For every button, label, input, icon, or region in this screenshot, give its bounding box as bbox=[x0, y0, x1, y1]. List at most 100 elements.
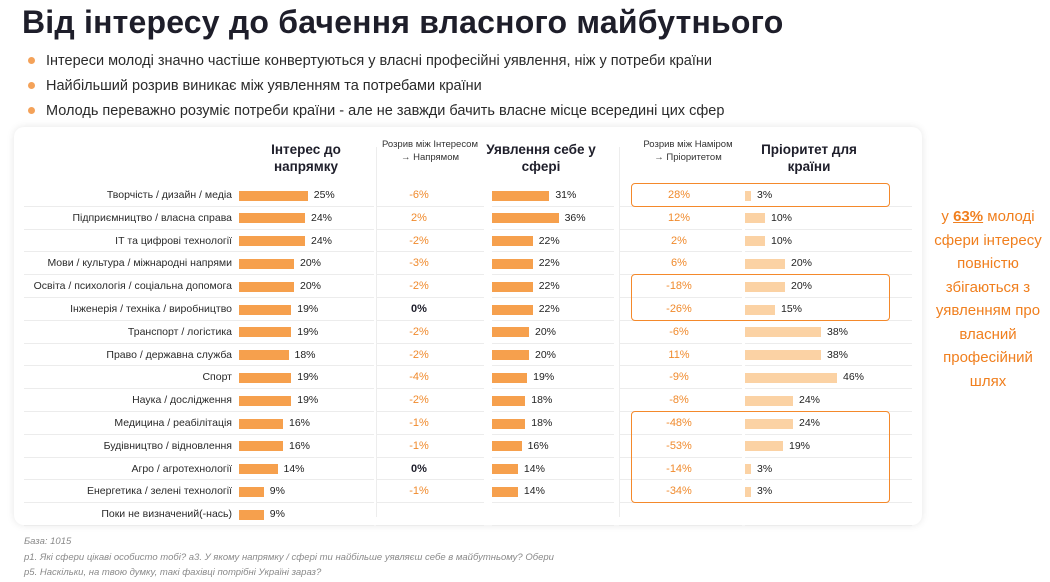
gap-interest-value: -4% bbox=[409, 371, 429, 384]
gap-interest-value: 0% bbox=[411, 303, 427, 315]
self-bar bbox=[492, 395, 526, 406]
gap-interest-value: -2% bbox=[409, 394, 429, 407]
row-divider bbox=[24, 456, 374, 458]
self-value: 14% bbox=[523, 485, 545, 498]
bullet-dot-icon bbox=[28, 107, 35, 114]
priority-value: 20% bbox=[791, 257, 813, 270]
priority-value: 10% bbox=[771, 234, 793, 247]
interest-value: 14% bbox=[283, 462, 305, 475]
row-divider bbox=[619, 365, 742, 367]
interest-value: 9% bbox=[269, 485, 285, 498]
self-bar bbox=[492, 372, 528, 383]
interest-bar bbox=[239, 464, 278, 475]
table-row: Спорт 19% -4% 19% -9% 46% bbox=[14, 366, 922, 390]
side-note-prefix: у bbox=[941, 208, 949, 225]
gap-priority-value: -14% bbox=[666, 462, 692, 475]
table-row: Інженерія / техніка / виробництво 19% 0% 22… bbox=[14, 298, 922, 321]
highlight-frame bbox=[631, 411, 890, 504]
self-bar bbox=[492, 258, 533, 269]
side-note: у 63% молоді сфери інтересу повністю збі… bbox=[928, 205, 1048, 393]
interest-bar bbox=[239, 304, 292, 315]
self-value: 22% bbox=[538, 257, 560, 270]
table-row: Освіта / психологія / соціальна допомога… bbox=[14, 275, 922, 298]
interest-bar bbox=[239, 190, 308, 201]
row-divider bbox=[376, 228, 484, 230]
self-value: 18% bbox=[531, 417, 553, 429]
row-divider bbox=[492, 251, 614, 253]
highlight-frame bbox=[631, 183, 890, 207]
self-bar bbox=[492, 304, 533, 315]
bullet-item: Найбільший розрив виникає між уявленням … bbox=[28, 76, 724, 101]
chart-card: Інтерес до напрямку Розрив між Інтересом… bbox=[14, 127, 922, 526]
self-bar bbox=[492, 464, 518, 475]
row-divider bbox=[24, 479, 374, 481]
row-divider bbox=[492, 228, 614, 230]
row-divider bbox=[492, 319, 614, 321]
side-note-percent: 63% bbox=[953, 208, 984, 225]
header-interest: Інтерес до напрямку bbox=[271, 142, 341, 174]
table-row: Будівництво / відновлення 16% -1% 16% -53% 19… bbox=[14, 435, 922, 458]
self-value: 31% bbox=[555, 189, 577, 201]
interest-value: 9% bbox=[269, 508, 285, 521]
table-row: Транспорт / логістика 19% -2% 20% -6% 38% bbox=[14, 321, 922, 344]
row-divider bbox=[745, 296, 912, 298]
interest-value: 19% bbox=[297, 303, 319, 315]
bullet-item: Інтереси молоді значно частіше конвертую… bbox=[28, 51, 724, 76]
row-divider bbox=[376, 388, 484, 390]
gap-priority-value: -18% bbox=[666, 280, 692, 293]
row-divider bbox=[376, 524, 484, 526]
self-bar bbox=[492, 236, 533, 247]
self-bar bbox=[492, 486, 518, 497]
row-divider bbox=[376, 205, 484, 207]
bullet-text: Молодь переважно розуміє потреби країни … bbox=[46, 103, 725, 119]
row-label: Інженерія / техніка / виробництво bbox=[70, 303, 232, 315]
row-divider bbox=[24, 319, 374, 321]
bullet-dot-icon bbox=[28, 57, 35, 64]
row-label: Освіта / психологія / соціальна допомога bbox=[33, 280, 232, 293]
row-label: Транспорт / логістика bbox=[127, 325, 232, 338]
row-divider bbox=[619, 433, 742, 435]
interest-bar bbox=[239, 418, 283, 429]
row-divider bbox=[745, 433, 912, 435]
interest-value: 16% bbox=[289, 417, 311, 429]
table-row: Поки не визначений(-нась) 9% bbox=[14, 503, 922, 526]
self-value: 22% bbox=[538, 234, 560, 247]
table-row: Мови / культура / міжнародні напрями 20% -… bbox=[14, 252, 922, 276]
table-row: Право / державна служба 18% -2% 20% 11% 38% bbox=[14, 344, 922, 367]
row-divider bbox=[376, 251, 484, 253]
interest-value: 20% bbox=[300, 280, 322, 293]
bullet-text: Інтереси молоді значно частіше конвертую… bbox=[46, 53, 712, 69]
interest-bar bbox=[239, 236, 305, 247]
row-label: Творчість / дизайн / медіа bbox=[106, 189, 232, 201]
gap-priority-value: 12% bbox=[667, 211, 691, 224]
row-divider bbox=[745, 524, 912, 526]
priority-bar bbox=[745, 304, 775, 315]
self-value: 16% bbox=[527, 439, 549, 452]
priority-bar bbox=[745, 350, 821, 361]
row-divider bbox=[24, 274, 374, 276]
gap-interest-value: -1% bbox=[409, 485, 429, 498]
interest-value: 19% bbox=[297, 394, 319, 407]
highlight-frame bbox=[631, 274, 890, 321]
row-divider bbox=[24, 410, 374, 412]
row-divider bbox=[376, 365, 484, 367]
gap-interest-value: -3% bbox=[409, 257, 429, 270]
priority-bar bbox=[745, 464, 751, 475]
footnote-question-1: р1. Які сфери цікаві особисто тобі? а3. … bbox=[24, 552, 554, 563]
priority-bar bbox=[745, 190, 751, 201]
priority-value: 24% bbox=[799, 417, 821, 429]
priority-value: 20% bbox=[791, 280, 813, 293]
row-divider bbox=[619, 296, 742, 298]
row-divider bbox=[492, 342, 614, 344]
priority-bar bbox=[745, 327, 821, 338]
gap-priority-value: 28% bbox=[667, 189, 691, 201]
gap-priority-value: -26% bbox=[666, 303, 692, 315]
row-divider bbox=[492, 524, 614, 526]
row-label: Підприємництво / власна справа bbox=[72, 211, 232, 224]
interest-value: 19% bbox=[297, 325, 319, 338]
column-divider bbox=[376, 147, 377, 517]
self-value: 20% bbox=[535, 325, 557, 338]
priority-value: 38% bbox=[827, 348, 849, 361]
row-divider bbox=[745, 251, 912, 253]
interest-bar bbox=[239, 372, 292, 383]
